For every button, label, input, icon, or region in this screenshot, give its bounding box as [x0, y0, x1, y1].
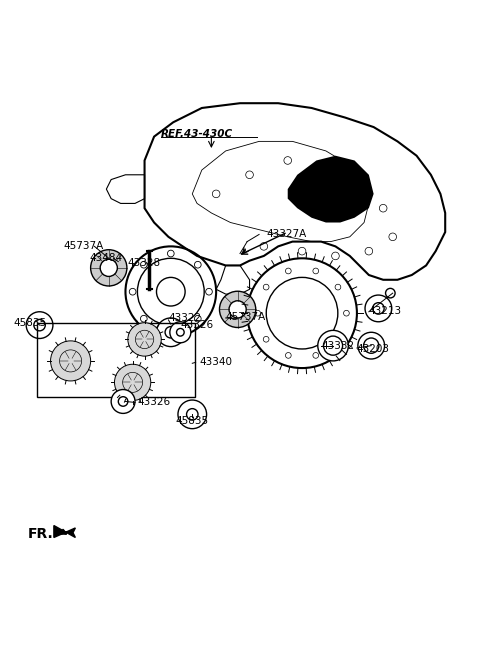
Circle shape	[156, 318, 185, 346]
Circle shape	[324, 336, 343, 355]
Circle shape	[358, 332, 384, 359]
Text: 43328: 43328	[128, 258, 161, 268]
Circle shape	[187, 409, 198, 420]
Polygon shape	[54, 525, 75, 538]
Circle shape	[318, 330, 348, 361]
Bar	[37, 323, 195, 397]
Circle shape	[229, 301, 246, 318]
Polygon shape	[288, 156, 373, 223]
Text: 45835: 45835	[13, 318, 47, 328]
Text: 43340: 43340	[199, 358, 232, 367]
Text: 43326: 43326	[180, 320, 214, 330]
Text: 43484: 43484	[90, 253, 123, 263]
FancyArrowPatch shape	[59, 530, 66, 534]
Text: REF.43-430C: REF.43-430C	[161, 129, 233, 140]
Text: 45737A: 45737A	[63, 242, 104, 252]
Circle shape	[34, 320, 45, 331]
Text: 43322: 43322	[168, 313, 202, 323]
Circle shape	[115, 364, 151, 400]
Circle shape	[219, 291, 256, 328]
Circle shape	[385, 288, 395, 298]
Circle shape	[111, 390, 135, 413]
Text: 43213: 43213	[369, 306, 402, 316]
Text: 43327A: 43327A	[266, 229, 307, 240]
Circle shape	[165, 327, 177, 338]
Circle shape	[177, 328, 184, 336]
Circle shape	[26, 312, 53, 339]
Circle shape	[91, 250, 127, 286]
Circle shape	[128, 323, 161, 356]
Circle shape	[137, 258, 204, 325]
Circle shape	[365, 295, 392, 322]
Text: 43326: 43326	[137, 398, 170, 407]
Text: 45737A: 45737A	[226, 312, 266, 322]
Circle shape	[372, 303, 384, 314]
Text: FR.: FR.	[28, 527, 53, 540]
Text: 45835: 45835	[176, 415, 209, 426]
Circle shape	[50, 341, 91, 381]
Circle shape	[100, 259, 117, 276]
Circle shape	[364, 338, 379, 353]
Text: 43332: 43332	[321, 341, 354, 350]
Circle shape	[118, 397, 128, 406]
Circle shape	[170, 322, 191, 343]
Text: 43203: 43203	[357, 344, 390, 354]
Circle shape	[178, 400, 206, 428]
